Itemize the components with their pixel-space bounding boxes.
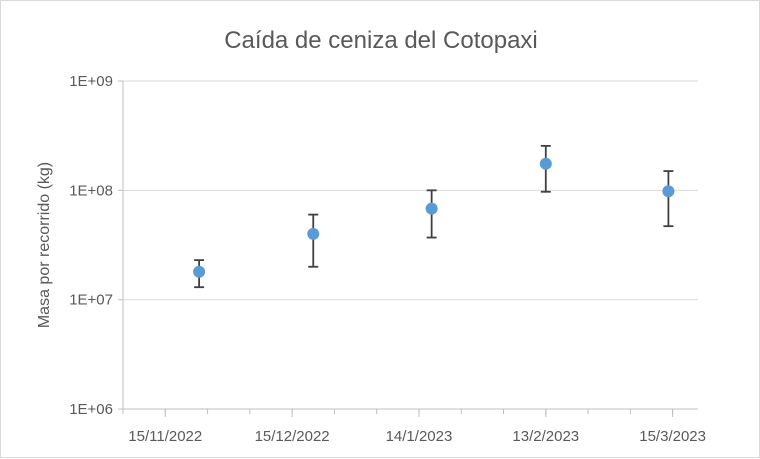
x-tick-label: 15/3/2023 xyxy=(639,428,706,445)
y-tick-label: 1E+06 xyxy=(69,401,113,418)
y-tick-labels: 1E+06 1E+07 1E+08 1E+09 xyxy=(69,73,113,418)
gridlines xyxy=(123,80,698,301)
x-tick-labels: 15/11/2022 15/12/2022 14/1/2023 13/2/2023 15… xyxy=(128,428,706,445)
data-points xyxy=(193,157,675,278)
y-tick-label: 1E+09 xyxy=(69,73,113,90)
x-tick-label: 14/1/2023 xyxy=(386,428,453,445)
data-point xyxy=(425,202,438,215)
x-tick-label: 15/12/2022 xyxy=(255,428,330,445)
data-point xyxy=(539,157,552,170)
y-tick-label: 1E+07 xyxy=(69,292,113,309)
error-bars xyxy=(194,144,674,289)
y-tick-label: 1E+08 xyxy=(69,182,113,199)
x-tick-label: 15/11/2022 xyxy=(128,428,202,445)
axes xyxy=(118,80,698,417)
data-point xyxy=(307,227,320,240)
data-point xyxy=(662,185,675,198)
x-tick-label: 13/2/2023 xyxy=(512,428,579,445)
y-axis-title: Masa por recorrido (kg) xyxy=(36,162,53,328)
chart-title: Caída de ceniza del Cotopaxi xyxy=(224,27,538,54)
data-point xyxy=(193,265,206,278)
